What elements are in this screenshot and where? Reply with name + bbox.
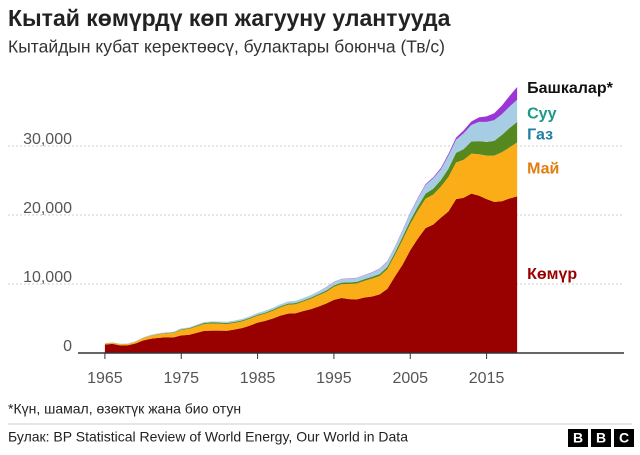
logo-block [591, 429, 611, 447]
y-tick-label: 20,000 [23, 200, 72, 217]
area [104, 99, 518, 345]
chart-subtitle: Кытайдын кубат керектөөсү, булактары бою… [8, 37, 445, 57]
x-tick-label: 1985 [240, 370, 276, 387]
y-tick-label: 30,000 [23, 131, 72, 148]
area [104, 193, 518, 353]
x-tick-label: 2005 [392, 370, 428, 387]
x-tick-label: 1975 [163, 370, 199, 387]
legend-label: Башкалар* [527, 80, 613, 97]
legend-label: Суу [527, 106, 556, 123]
logo-block [614, 429, 634, 447]
area [104, 142, 518, 346]
x-tick-label: 2015 [469, 370, 505, 387]
legend-label: Май [527, 161, 559, 178]
logo-letter: B [596, 430, 606, 446]
legend-label: Газ [527, 127, 553, 144]
logo-letter: B [573, 430, 583, 446]
footnote: *Күн, шамал, өзөктүк жана био отун [8, 401, 241, 417]
y-tick-label: 10,000 [23, 269, 72, 286]
legend-label: Көмүр [527, 266, 577, 283]
chart-title: Кытай көмүрдү көп жагууну улантууда [8, 5, 451, 31]
x-tick-label: 1995 [316, 370, 352, 387]
logo-block [568, 429, 588, 447]
x-tick-label: 1965 [87, 370, 123, 387]
logo-letter: C [619, 430, 629, 446]
source: Булак: BP Statistical Review of World En… [8, 429, 408, 445]
y-tick-label: 0 [63, 338, 72, 355]
area [104, 121, 518, 345]
